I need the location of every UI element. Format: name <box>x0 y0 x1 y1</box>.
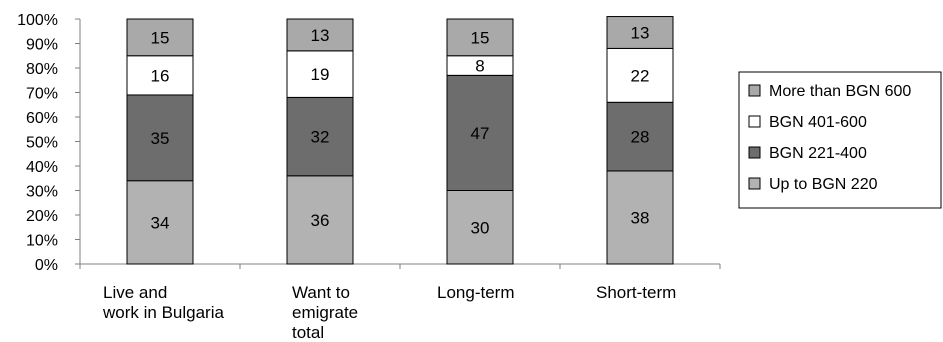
bar-segment <box>446 190 514 265</box>
data-label: 28 <box>631 128 650 147</box>
data-label: 13 <box>631 23 650 42</box>
legend-swatch <box>748 84 761 97</box>
data-label: 35 <box>151 129 170 148</box>
y-tick-label: 100% <box>17 12 58 29</box>
bar-segment <box>606 16 674 49</box>
bar-segment <box>126 18 194 57</box>
data-label: 32 <box>311 128 330 147</box>
data-label: 30 <box>471 218 490 237</box>
y-tick-label: 10% <box>26 233 58 250</box>
y-tick-label: 60% <box>26 110 58 127</box>
y-tick-label: 90% <box>26 37 58 54</box>
data-label: 16 <box>151 66 170 85</box>
legend-label: BGN 401-600 <box>769 114 867 131</box>
y-tick-label: 80% <box>26 61 58 78</box>
category-label: Live and <box>103 283 167 302</box>
data-label: 8 <box>475 57 484 76</box>
data-label: 15 <box>151 28 170 47</box>
legend-label: Up to BGN 220 <box>769 176 878 193</box>
data-label: 34 <box>151 213 170 232</box>
category-label: Long-term <box>437 283 514 302</box>
data-label: 19 <box>311 65 330 84</box>
bar-segment <box>286 175 354 265</box>
legend-box <box>738 71 942 209</box>
bar-segment <box>286 50 354 98</box>
legend-swatch <box>748 177 761 190</box>
category-label: Short-term <box>596 283 676 302</box>
data-label: 38 <box>631 208 650 227</box>
data-label: 36 <box>311 211 330 230</box>
bar-segment <box>286 96 354 177</box>
y-tick-label: 50% <box>26 135 58 152</box>
data-label: 47 <box>471 124 490 143</box>
category-label: work in Bulgaria <box>102 303 224 322</box>
legend-swatch <box>748 146 761 159</box>
y-tick-label: 20% <box>26 208 58 225</box>
bar-segment <box>286 18 354 52</box>
category-label: Want to <box>292 283 350 302</box>
y-tick-label: 70% <box>26 86 58 103</box>
legend-swatch <box>748 115 761 128</box>
data-label: 22 <box>631 66 650 85</box>
y-tick-label: 40% <box>26 159 58 176</box>
y-tick-label: 0% <box>35 257 58 274</box>
data-label: 15 <box>471 28 490 47</box>
y-tick-label: 30% <box>26 184 58 201</box>
bar-segment <box>446 74 514 191</box>
bar-segment <box>606 47 674 103</box>
legend-label: BGN 221-400 <box>769 145 867 162</box>
data-label: 13 <box>311 26 330 45</box>
legend-label: More than BGN 600 <box>769 83 911 100</box>
category-label: total <box>292 323 324 342</box>
bar-segment <box>446 18 514 57</box>
category-label: emigrate <box>292 303 358 322</box>
